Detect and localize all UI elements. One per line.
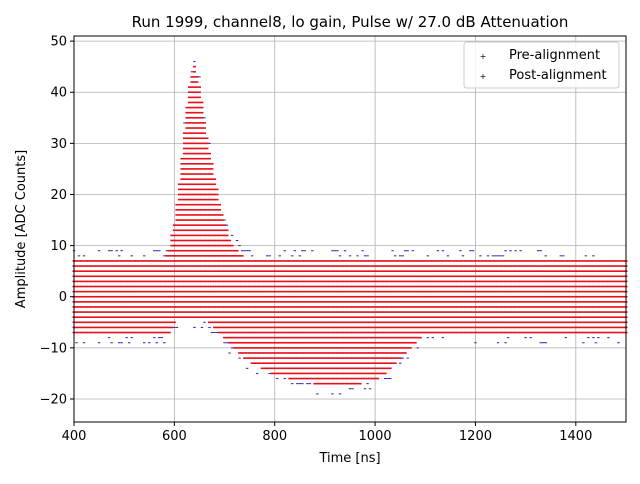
legend-marker-pre: + [480, 52, 487, 61]
x-tick-label: 400 [62, 429, 87, 444]
axis-ticks: 400 600 800 1000 1200 1400 −20 −10 0 10 20 30 40 50 [40, 35, 593, 444]
data-points [72, 61, 628, 395]
y-tick-label: 10 [50, 239, 67, 254]
plot-frame [73, 35, 627, 423]
legend-marker-post: + [480, 72, 487, 81]
y-axis-label: Amplitude [ADC Counts] [14, 150, 29, 308]
x-axis-label: Time [ns] [318, 451, 380, 466]
x-tick-label: 600 [162, 429, 187, 444]
y-tick-label: 20 [50, 188, 67, 203]
grid-lines [73, 36, 626, 422]
x-tick-label: 1200 [459, 429, 492, 444]
legend-label-post: Post-alignment [509, 68, 607, 83]
x-tick-label: 1000 [359, 429, 392, 444]
y-tick-label: 50 [50, 35, 67, 50]
y-tick-label: 30 [50, 137, 67, 152]
y-tick-label: −20 [40, 392, 67, 407]
legend: + Pre-alignment + Post-alignment [463, 41, 620, 89]
legend-box [463, 41, 620, 89]
y-tick-label: 0 [59, 290, 67, 305]
y-tick-label: 40 [50, 86, 67, 101]
x-tick-label: 1400 [559, 429, 592, 444]
x-tick-label: 800 [262, 429, 287, 444]
chart-title: Run 1999, channel8, lo gain, Pulse w/ 27… [132, 13, 569, 31]
legend-label-pre: Pre-alignment [509, 48, 600, 63]
y-tick-label: −10 [40, 341, 67, 356]
